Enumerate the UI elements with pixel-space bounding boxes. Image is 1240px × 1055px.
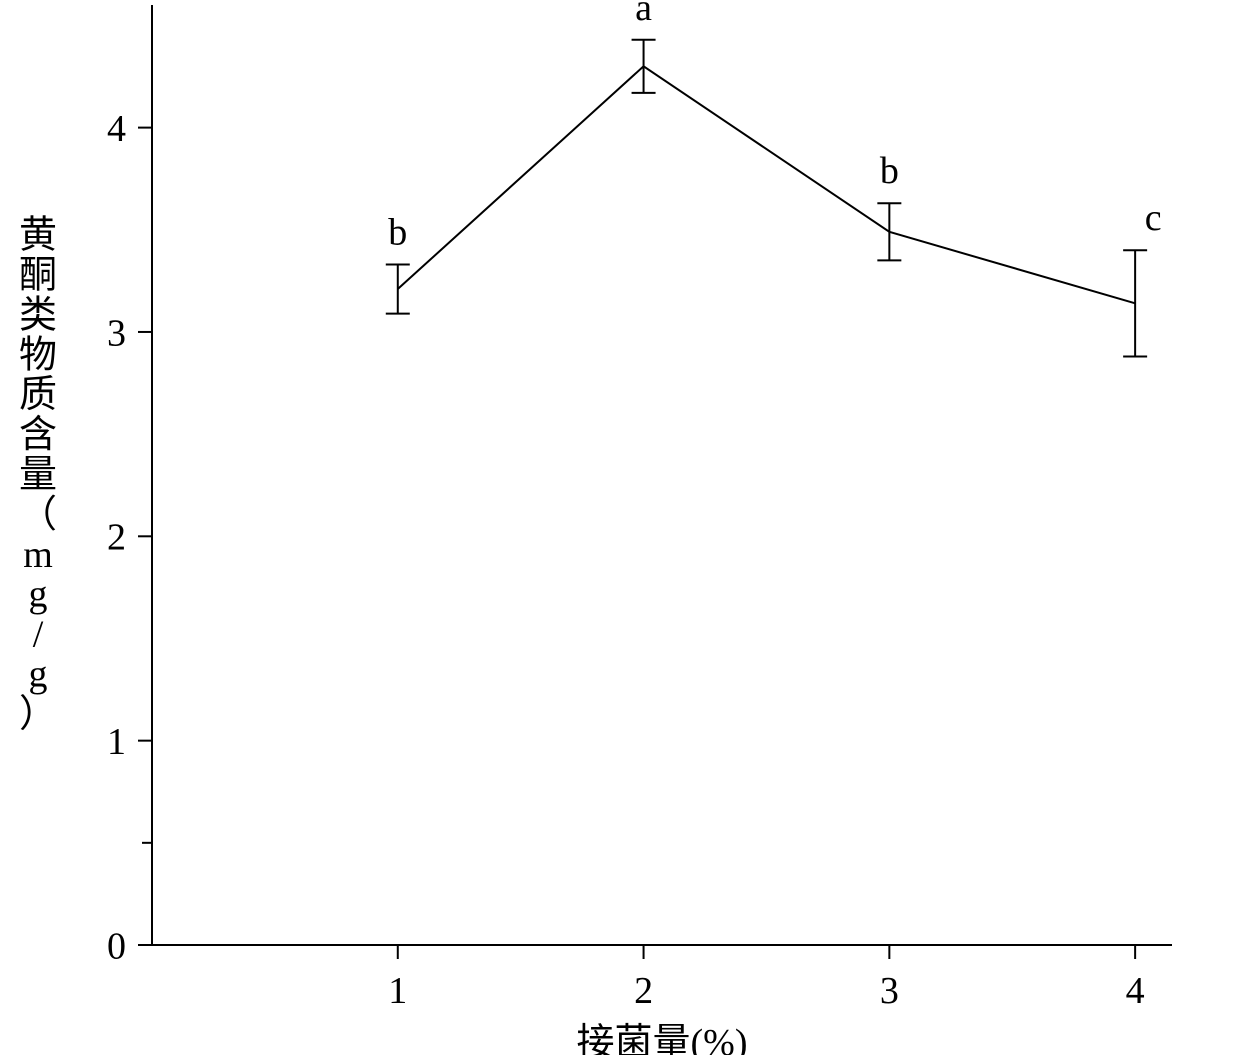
error-bars bbox=[386, 40, 1147, 357]
chart-svg: 0 1 2 3 4 1 2 3 4 黄酮类物质含量（mg/g） 接菌量(%) b a b c bbox=[0, 0, 1240, 1055]
y-tick-label: 4 bbox=[107, 108, 126, 150]
y-tick-label: 0 bbox=[107, 925, 126, 967]
x-tick-label: 2 bbox=[634, 970, 653, 1012]
x-axis-ticks: 1 2 3 4 bbox=[388, 945, 1144, 1012]
x-tick-label: 3 bbox=[880, 970, 899, 1012]
data-point-label: b bbox=[388, 212, 407, 254]
x-tick-label: 4 bbox=[1126, 970, 1145, 1012]
data-line bbox=[398, 66, 1135, 303]
y-axis-ticks: 0 1 2 3 4 bbox=[107, 108, 152, 967]
data-point-label: c bbox=[1145, 197, 1162, 239]
x-tick-label: 1 bbox=[388, 970, 407, 1012]
y-tick-label: 3 bbox=[107, 312, 126, 354]
data-point-label: a bbox=[635, 0, 652, 29]
x-axis-label: 接菌量(%) bbox=[577, 1022, 748, 1055]
y-tick-label: 1 bbox=[107, 721, 126, 763]
y-tick-label: 2 bbox=[107, 517, 126, 559]
y-axis-label: 黄酮类物质含量（mg/g） bbox=[19, 215, 57, 736]
point-labels: b a b c bbox=[388, 0, 1161, 254]
data-point-label: b bbox=[880, 150, 899, 192]
chart-container: 0 1 2 3 4 1 2 3 4 黄酮类物质含量（mg/g） 接菌量(%) b a b c bbox=[0, 0, 1240, 1055]
